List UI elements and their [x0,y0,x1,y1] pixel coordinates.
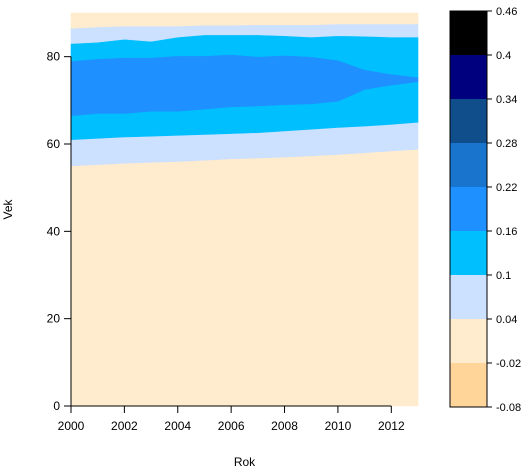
legend-tick-label: 0.28 [496,138,517,150]
legend-swatch [450,319,487,363]
y-tick-label: 20 [47,312,61,326]
x-tick-label: 2010 [325,419,352,433]
legend-swatch [450,143,487,187]
legend-swatch [450,187,487,231]
x-tick-label: 2004 [164,419,191,433]
legend-tick-label: -0.08 [496,402,521,414]
legend-swatch [450,11,487,55]
y-tick-label: 0 [53,399,60,413]
legend-tick-label: 0.04 [496,314,517,326]
legend-tick-label: -0.02 [496,358,521,370]
y-axis: 0 20 40 60 80 [47,50,72,413]
contour-band-7 [70,12,419,29]
legend-tick-label: 0.4 [496,50,511,62]
legend-tick-label: 0.1 [496,270,511,282]
legend-tick-label: 0.34 [496,94,517,106]
contour-band-1 [70,148,419,407]
x-tick-label: 2000 [58,419,85,433]
color-legend: -0.08 -0.02 0.04 0.1 0.16 0.22 0.28 0.34 0.4 0.46 [449,6,521,414]
legend-swatch [450,231,487,275]
y-tick-label: 60 [47,137,61,151]
y-axis-title: Vek [1,198,15,219]
legend-frame [449,10,488,408]
contour-bands [70,12,419,407]
x-axis: 2000 2002 2004 2006 2008 2010 2012 [58,405,405,433]
x-axis-title: Rok [234,455,256,469]
legend-swatch [450,99,487,143]
legend-tick-label: 0.16 [496,226,517,238]
legend-swatch [450,275,487,319]
legend-swatch [450,363,487,407]
x-tick-label: 2006 [218,419,245,433]
y-tick-label: 40 [47,224,61,238]
legend-tick-label: 0.22 [496,182,517,194]
y-tick-label: 80 [47,50,61,64]
legend-swatch [450,55,487,99]
legend-tick-label: 0.46 [496,6,517,18]
x-tick-label: 2008 [271,419,298,433]
x-tick-label: 2012 [378,419,405,433]
x-tick-label: 2002 [111,419,138,433]
